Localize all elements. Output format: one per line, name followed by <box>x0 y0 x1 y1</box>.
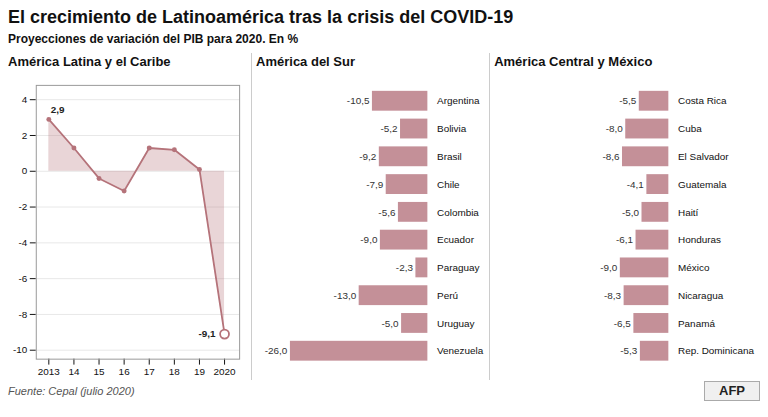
svg-text:Guatemala: Guatemala <box>678 179 727 190</box>
svg-text:Uruguay: Uruguay <box>437 318 474 329</box>
svg-text:-2,3: -2,3 <box>396 262 414 273</box>
svg-text:Haití: Haití <box>678 207 699 218</box>
svg-text:2013: 2013 <box>38 366 61 377</box>
svg-text:-5,3: -5,3 <box>620 345 638 356</box>
svg-text:-8,3: -8,3 <box>604 290 622 301</box>
svg-text:-8,0: -8,0 <box>606 123 624 134</box>
svg-text:-6,1: -6,1 <box>616 234 634 245</box>
svg-text:2,9: 2,9 <box>51 104 65 115</box>
svg-text:-9,2: -9,2 <box>359 151 377 162</box>
svg-text:17: 17 <box>144 366 156 377</box>
svg-text:-5,5: -5,5 <box>619 95 637 106</box>
svg-text:-4,1: -4,1 <box>627 179 645 190</box>
svg-text:2020: 2020 <box>214 366 237 377</box>
svg-text:Nicaragua: Nicaragua <box>678 290 724 301</box>
svg-text:-5,2: -5,2 <box>381 123 399 134</box>
svg-text:México: México <box>678 262 710 273</box>
html-text:AFP: AFP <box>719 383 745 399</box>
svg-text:Chile: Chile <box>437 179 460 190</box>
html-text:Proyecciones de variación del: Proyecciones de variación del PIB para 2… <box>8 32 299 46</box>
svg-text:4: 4 <box>22 94 28 105</box>
svg-text:Panamá: Panamá <box>678 318 715 329</box>
svg-text:-4: -4 <box>19 237 28 248</box>
svg-text:Paraguay: Paraguay <box>437 262 479 273</box>
svg-text:-5,0: -5,0 <box>622 207 640 218</box>
svg-text:Perú: Perú <box>437 290 458 301</box>
svg-text:-9,0: -9,0 <box>600 262 618 273</box>
html-text:El crecimiento de Latinoaméric: El crecimiento de Latinoamérica tras la … <box>8 7 514 27</box>
svg-text:El Salvador: El Salvador <box>678 151 729 162</box>
svg-text:18: 18 <box>169 366 181 377</box>
svg-text:15: 15 <box>94 366 106 377</box>
svg-text:2: 2 <box>22 130 28 141</box>
html-text:América Central y México: América Central y México <box>494 54 653 69</box>
svg-text:-6: -6 <box>19 273 28 284</box>
html-text:Fuente: Cepal (julio 2020): Fuente: Cepal (julio 2020) <box>8 385 135 398</box>
svg-text:-26,0: -26,0 <box>265 345 288 356</box>
svg-text:Cuba: Cuba <box>678 123 702 134</box>
svg-text:-2: -2 <box>19 201 28 212</box>
svg-text:14: 14 <box>68 366 80 377</box>
svg-text:16: 16 <box>119 366 131 377</box>
svg-text:Colombia: Colombia <box>437 207 479 218</box>
svg-text:-8,6: -8,6 <box>603 151 621 162</box>
svg-text:Venezuela: Venezuela <box>437 345 484 356</box>
svg-text:-9,1: -9,1 <box>199 328 217 339</box>
svg-text:Costa Rica: Costa Rica <box>678 95 727 106</box>
svg-text:-5,0: -5,0 <box>382 318 400 329</box>
svg-text:-10: -10 <box>13 344 28 355</box>
svg-text:-9,0: -9,0 <box>360 234 378 245</box>
svg-text:Argentina: Argentina <box>437 95 480 106</box>
svg-text:-5,6: -5,6 <box>378 207 396 218</box>
svg-text:-6,5: -6,5 <box>614 318 632 329</box>
svg-text:-10,5: -10,5 <box>347 95 370 106</box>
svg-text:Bolivia: Bolivia <box>437 123 467 134</box>
svg-text:-13,0: -13,0 <box>334 290 357 301</box>
svg-text:Honduras: Honduras <box>678 234 721 245</box>
html-text:América Latina y el Caribe: América Latina y el Caribe <box>8 54 171 69</box>
svg-text:Rep. Dominicana: Rep. Dominicana <box>678 345 754 356</box>
svg-text:Brasil: Brasil <box>437 151 462 162</box>
html-text:América del Sur: América del Sur <box>256 54 355 69</box>
svg-text:-8: -8 <box>19 309 28 320</box>
svg-text:0: 0 <box>22 165 28 176</box>
svg-text:-7,9: -7,9 <box>366 179 384 190</box>
svg-text:19: 19 <box>194 366 206 377</box>
svg-text:Ecuador: Ecuador <box>437 234 475 245</box>
